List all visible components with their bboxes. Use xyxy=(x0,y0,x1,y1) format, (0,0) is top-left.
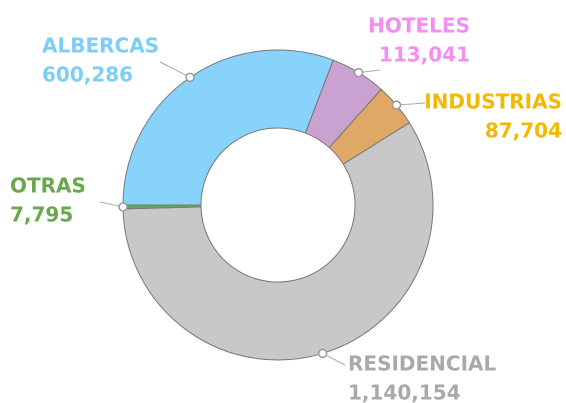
slice-label: INDUSTRIAS xyxy=(424,90,562,114)
slice-value: 113,041 xyxy=(379,43,470,67)
leader-dot xyxy=(317,348,328,359)
leader-line xyxy=(396,102,426,106)
leader-dot xyxy=(118,202,128,212)
slice-value: 87,704 xyxy=(485,119,562,143)
slice-label: HOTELES xyxy=(368,14,470,38)
slice-value: 1,140,154 xyxy=(348,381,461,403)
donut-slice xyxy=(122,49,334,206)
slice-label: OTRAS xyxy=(10,174,86,198)
leader-line xyxy=(159,61,191,78)
leader-dot xyxy=(391,100,402,110)
donut-slice xyxy=(122,122,434,361)
slice-label: ALBERCAS xyxy=(42,34,159,58)
slice-value: 600,286 xyxy=(42,63,133,87)
leader-dot xyxy=(353,67,364,78)
slice-value: 7,795 xyxy=(10,203,73,227)
slice-label: RESIDENCIAL xyxy=(348,352,497,376)
leader-dot xyxy=(185,72,195,83)
